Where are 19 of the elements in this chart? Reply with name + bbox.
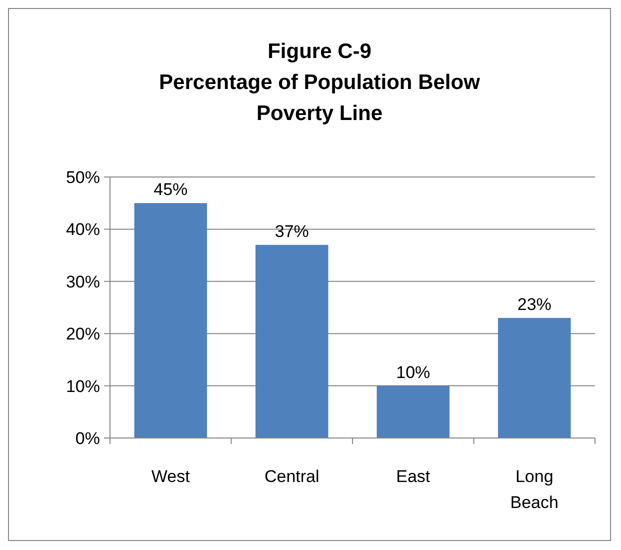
y-tick-label: 50% bbox=[66, 168, 100, 187]
x-tick-label: Long Beach bbox=[510, 467, 558, 512]
y-tick-label: 30% bbox=[66, 272, 100, 292]
bar bbox=[376, 386, 450, 438]
y-tick-label: 10% bbox=[66, 376, 100, 396]
y-tick-label: 0% bbox=[75, 428, 100, 448]
data-label: 45% bbox=[154, 180, 188, 200]
chart-title: Figure C-9 Percentage of Population Below Poverty Line bbox=[159, 40, 481, 125]
y-tick-label: 40% bbox=[66, 220, 100, 240]
bar bbox=[134, 203, 207, 438]
x-tick-label: Central bbox=[264, 467, 320, 486]
x-tick-label: West bbox=[151, 467, 190, 486]
x-tick-label: East bbox=[396, 467, 430, 486]
y-tick-label: 20% bbox=[66, 324, 100, 344]
bar bbox=[256, 244, 328, 438]
data-label: 10% bbox=[396, 362, 430, 382]
data-label: 37% bbox=[274, 222, 309, 241]
data-label: 23% bbox=[517, 294, 552, 314]
bar bbox=[498, 318, 571, 438]
